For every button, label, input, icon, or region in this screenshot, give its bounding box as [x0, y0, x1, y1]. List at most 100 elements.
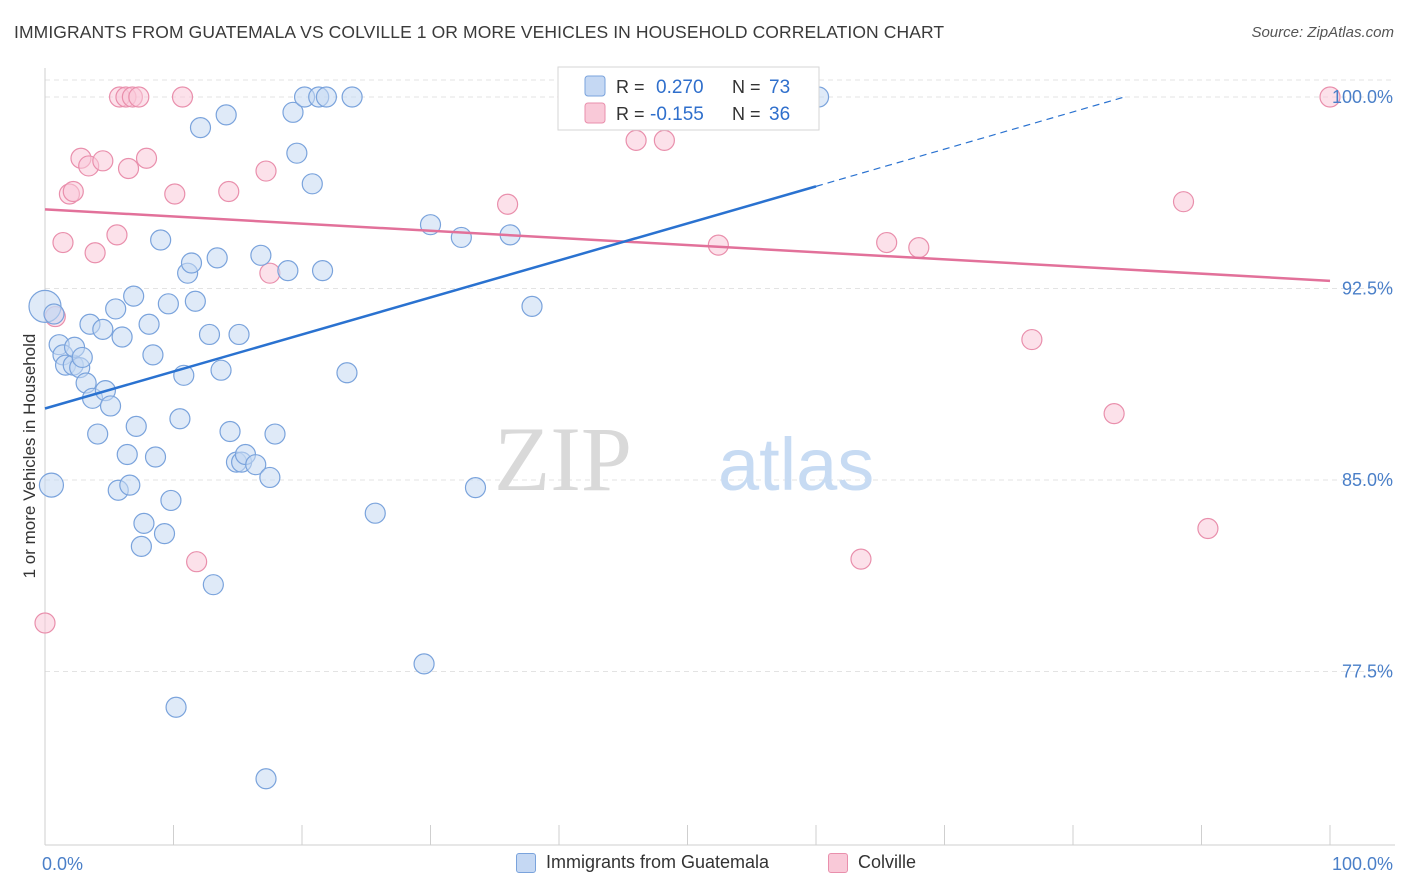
legend-swatch-guatemala	[516, 852, 536, 873]
colville-point-35	[1197, 517, 1219, 540]
guatemala-point-22	[123, 285, 145, 307]
guatemala-point-13	[87, 423, 109, 445]
y-tick-label-2: 92.5%	[1342, 279, 1393, 299]
guatemala-point-30	[153, 523, 176, 545]
guatemala-point-28	[144, 446, 167, 468]
guatemala-point-63	[341, 86, 363, 108]
watermark: ZIP atlas	[494, 408, 874, 510]
colville-point-0	[34, 612, 56, 634]
colville-point-14	[128, 86, 150, 108]
colville-point-17	[171, 86, 194, 108]
guatemala-point-51	[250, 244, 272, 266]
trend-lines	[44, 96, 1331, 410]
guatemala-point-1	[38, 472, 65, 498]
colville-point-15	[135, 147, 158, 169]
stats-legend: R = 0.270 N = 73 R = -0.155 N = 36	[557, 66, 820, 131]
legend-swatch-colville	[828, 852, 848, 873]
guatemala-point-25	[133, 512, 155, 535]
y-tick-label-0: 77.5%	[1342, 662, 1393, 682]
axes	[44, 68, 1395, 846]
y-tick-label-1: 85.0%	[1342, 470, 1393, 490]
guatemala-trend-extension	[815, 96, 1125, 187]
colville-point-20	[255, 160, 277, 182]
guatemala-point-38	[184, 290, 206, 312]
guatemala-point-34	[169, 408, 191, 430]
legend-item-guatemala: Immigrants from Guatemala	[516, 852, 769, 873]
guatemala-points	[28, 86, 830, 790]
colville-point-4	[62, 180, 84, 203]
stats-n-label-guatemala: N =	[732, 77, 761, 97]
colville-point-30	[876, 231, 898, 254]
guatemala-point-27	[142, 344, 164, 366]
guatemala-point-61	[311, 260, 334, 282]
watermark-atlas: atlas	[718, 423, 874, 506]
guatemala-point-17	[105, 298, 127, 320]
colville-point-22	[497, 193, 519, 215]
colville-point-36	[1319, 86, 1341, 108]
guatemala-point-39	[189, 117, 212, 139]
guatemala-point-33	[165, 696, 187, 718]
guatemala-point-26	[138, 313, 160, 335]
legend-label-guatemala: Immigrants from Guatemala	[546, 852, 770, 872]
y-axis-label: 1 or more Vehicles in Household	[20, 333, 39, 579]
stats-legend-swatch-guatemala	[584, 75, 606, 97]
guatemala-point-44	[215, 104, 237, 126]
stats-legend-swatch-colville	[584, 102, 606, 124]
guatemala-point-53	[259, 466, 281, 489]
guatemala-point-71	[521, 295, 543, 317]
guatemala-point-69	[464, 477, 487, 499]
guatemala-point-9	[71, 346, 93, 369]
colville-point-26	[625, 129, 647, 152]
colville-point-34	[1172, 191, 1195, 213]
colville-points	[34, 86, 1341, 634]
legend-item-colville: Colville	[828, 852, 916, 873]
y-tick-label-3: 100.0%	[1332, 87, 1393, 107]
guatemala-point-47	[228, 323, 250, 346]
colville-point-33	[1103, 403, 1125, 425]
colville-point-32	[1021, 328, 1043, 351]
guatemala-point-62	[315, 86, 338, 108]
colville-point-29	[850, 548, 872, 570]
guatemala-point-20	[116, 443, 138, 466]
guatemala-point-43	[210, 359, 232, 381]
watermark-zip: ZIP	[494, 408, 632, 510]
stats-r-value-colville: -0.155	[650, 104, 704, 125]
colville-point-28	[707, 234, 729, 256]
guatemala-point-21	[119, 474, 141, 496]
guatemala-point-31	[157, 293, 179, 315]
guatemala-point-56	[282, 101, 304, 123]
colville-point-21	[259, 262, 281, 284]
guatemala-point-41	[202, 574, 224, 596]
guatemala-point-16	[99, 395, 122, 417]
colville-point-7	[84, 242, 106, 264]
guatemala-point-23	[125, 415, 147, 437]
guatemala-point-2	[43, 303, 65, 325]
x-tick-label-1: 100.0%	[1332, 854, 1393, 874]
guatemala-point-14	[92, 318, 114, 340]
colville-point-12	[117, 157, 140, 180]
guatemala-trend-line	[44, 185, 817, 410]
colville-point-27	[653, 129, 675, 152]
colville-trend-line	[44, 208, 1331, 283]
stats-n-value-guatemala: 73	[769, 77, 790, 98]
guatemala-point-29	[150, 229, 172, 251]
guatemala-point-40	[198, 323, 221, 346]
chart-source: Source: ZipAtlas.com	[1251, 24, 1394, 41]
guatemala-point-32	[160, 489, 182, 512]
colville-point-2	[52, 231, 74, 254]
colville-point-16	[164, 183, 186, 205]
colville-point-18	[186, 551, 208, 573]
stats-r-label-guatemala: R =	[616, 77, 645, 97]
colville-point-31	[908, 237, 930, 259]
stats-n-value-colville: 36	[769, 104, 790, 125]
guatemala-point-54	[264, 423, 286, 445]
colville-point-8	[92, 150, 114, 172]
stats-n-label-colville: N =	[732, 104, 761, 124]
guatemala-point-57	[286, 142, 308, 164]
guatemala-point-37	[180, 252, 203, 274]
guatemala-point-24	[130, 535, 152, 557]
grid-lines	[45, 79, 1395, 672]
stats-r-label-colville: R =	[616, 104, 645, 124]
chart-title: IMMIGRANTS FROM GUATEMALA VS COLVILLE 1 …	[14, 22, 945, 42]
